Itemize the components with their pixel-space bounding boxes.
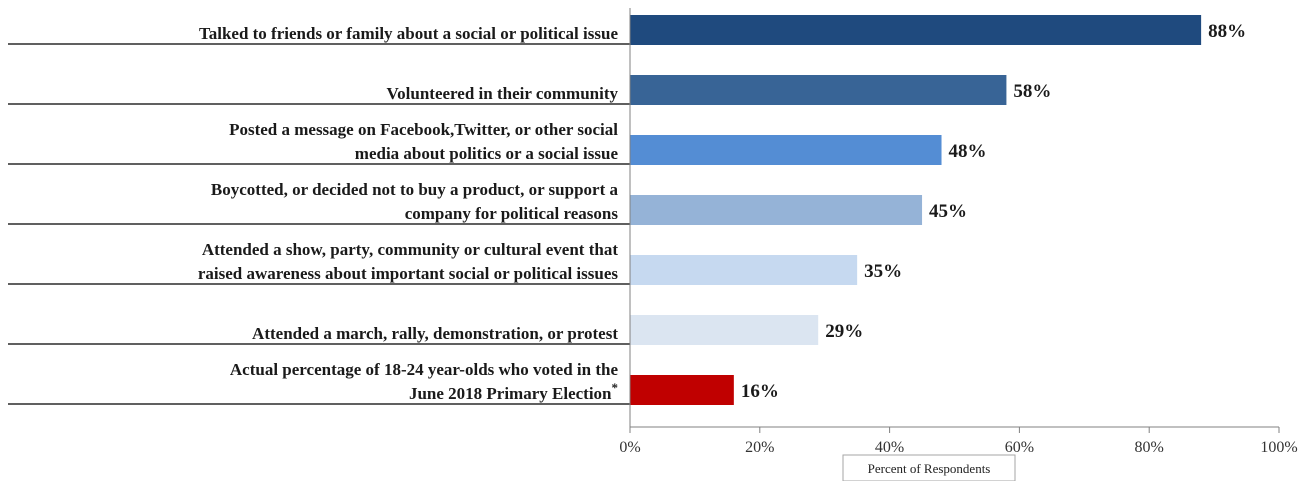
category-label: Boycotted, or decided not to buy a produ… [211, 180, 619, 199]
x-axis-title-text: Percent of Respondents [868, 461, 991, 476]
x-tick-label: 60% [1005, 439, 1034, 456]
category-label: raised awareness about important social … [198, 264, 619, 283]
category-label: Attended a show, party, community or cul… [202, 240, 619, 259]
category-label: June 2018 Primary Election* [409, 380, 618, 403]
value-labels: 88% 58% 48% 45% 35% 29% 16% [741, 21, 1246, 402]
category-label: company for political reasons [405, 204, 619, 223]
category-label: Talked to friends or family about a soci… [199, 24, 619, 43]
bar-value-label: 16% [741, 381, 779, 402]
x-tick-label: 20% [745, 439, 774, 456]
footnote-mark: * [612, 380, 619, 395]
bar [630, 375, 734, 405]
bar [630, 195, 923, 225]
x-axis: 0% 20% 40% 60% 80% 100% [619, 8, 1298, 456]
bar [630, 135, 942, 165]
bar-value-label: 35% [864, 261, 902, 282]
category-separators [8, 43, 630, 405]
category-labels: Talked to friends or family about a soci… [198, 24, 619, 403]
bar [630, 15, 1202, 45]
x-axis-title-box [842, 454, 1016, 481]
bar-value-label: 45% [929, 201, 967, 222]
x-tick-label: 80% [1135, 439, 1164, 456]
x-axis-title: Percent of Respondents [842, 454, 1016, 481]
bars [630, 15, 1202, 405]
x-tick-label: 40% [875, 439, 904, 456]
x-tick-label: 100% [1260, 439, 1297, 456]
bar [630, 255, 858, 285]
bar [630, 315, 819, 345]
category-label: Posted a message on Facebook,Twitter, or… [229, 120, 618, 139]
bar-value-label: 29% [825, 321, 863, 342]
bar-value-label: 48% [949, 141, 987, 162]
bar-value-label: 88% [1208, 21, 1246, 42]
category-label: Attended a march, rally, demonstration, … [252, 324, 618, 343]
x-tick-label: 0% [619, 439, 640, 456]
category-label: Actual percentage of 18-24 year-olds who… [230, 360, 619, 379]
category-label: Volunteered in their community [386, 84, 618, 103]
bar [630, 75, 1007, 105]
bar-value-label: 58% [1013, 81, 1051, 102]
category-label: media about politics or a social issue [355, 144, 619, 163]
